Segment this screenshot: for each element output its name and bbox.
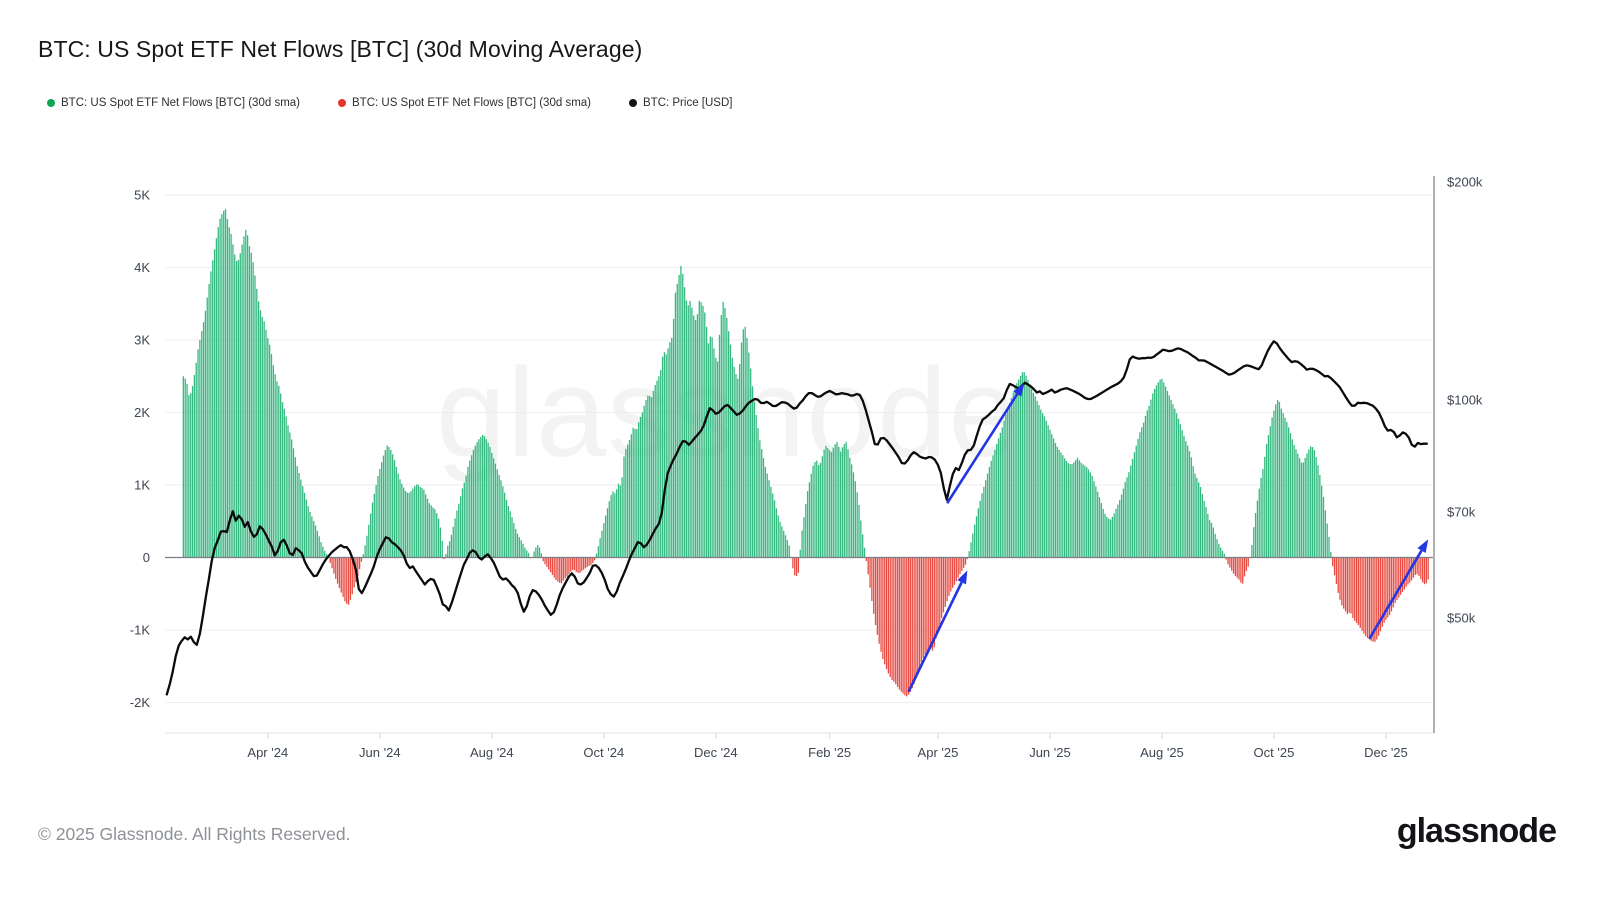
- x-axis: Apr '24 Jun '24 Aug '24 Oct '24 Dec '24 Feb '…: [165, 732, 1434, 760]
- left-axis-labels: 5K 4K 3K 2K 1K 0 -1K -2K: [130, 188, 151, 711]
- annotation-arrow-3: [1368, 539, 1429, 640]
- svg-text:1K: 1K: [134, 478, 150, 493]
- svg-text:5K: 5K: [134, 188, 150, 203]
- svg-text:Dec '24: Dec '24: [694, 745, 738, 760]
- legend-dot-green-icon: [47, 99, 55, 107]
- svg-text:Jun '24: Jun '24: [359, 745, 401, 760]
- svg-text:Jun '25: Jun '25: [1029, 745, 1071, 760]
- svg-text:Oct '24: Oct '24: [583, 745, 624, 760]
- svg-text:Aug '24: Aug '24: [470, 745, 514, 760]
- legend-item-netflows-positive[interactable]: BTC: US Spot ETF Net Flows [BTC] (30d sm…: [47, 97, 300, 109]
- netflow-bars: [182, 209, 1429, 697]
- legend-item-price[interactable]: BTC: Price [USD]: [629, 97, 732, 109]
- svg-text:-2K: -2K: [130, 695, 151, 710]
- annotation-arrow-1: [907, 570, 968, 693]
- svg-text:2K: 2K: [134, 405, 150, 420]
- svg-text:4K: 4K: [134, 260, 150, 275]
- svg-text:$200k: $200k: [1447, 175, 1483, 190]
- chart-title: BTC: US Spot ETF Net Flows [BTC] (30d Mo…: [38, 36, 643, 62]
- svg-text:Oct '25: Oct '25: [1254, 745, 1295, 760]
- copyright-text: © 2025 Glassnode. All Rights Reserved.: [38, 824, 351, 844]
- svg-text:$100k: $100k: [1447, 392, 1483, 407]
- chart-legend: BTC: US Spot ETF Net Flows [BTC] (30d sm…: [47, 97, 732, 109]
- gridlines: [165, 194, 1433, 703]
- svg-text:$50k: $50k: [1447, 610, 1476, 625]
- svg-text:Feb '25: Feb '25: [808, 745, 851, 760]
- svg-text:3K: 3K: [134, 333, 150, 348]
- svg-text:Dec '25: Dec '25: [1364, 745, 1408, 760]
- svg-text:$70k: $70k: [1447, 505, 1476, 520]
- legend-label: BTC: Price [USD]: [643, 97, 733, 109]
- legend-label: BTC: US Spot ETF Net Flows [BTC] (30d sm…: [352, 97, 591, 109]
- glassnode-logo: glassnode: [1396, 812, 1557, 850]
- svg-text:Aug '25: Aug '25: [1140, 745, 1184, 760]
- chart-plot-area[interactable]: Apr '24 Jun '24 Aug '24 Oct '24 Dec '24 Feb '…: [0, 0, 1600, 790]
- legend-dot-red-icon: [338, 99, 346, 107]
- svg-text:-1K: -1K: [130, 623, 151, 638]
- svg-text:Apr '24: Apr '24: [247, 745, 288, 760]
- legend-item-netflows-negative[interactable]: BTC: US Spot ETF Net Flows [BTC] (30d sm…: [338, 97, 591, 109]
- legend-dot-black-icon: [629, 99, 637, 107]
- svg-text:0: 0: [143, 550, 150, 565]
- legend-label: BTC: US Spot ETF Net Flows [BTC] (30d sm…: [61, 97, 300, 109]
- svg-text:Apr '25: Apr '25: [918, 745, 959, 760]
- annotation-arrow-2: [946, 383, 1025, 504]
- right-axis: $200k $100k $70k $50k: [1433, 175, 1483, 733]
- price-line: [165, 340, 1428, 696]
